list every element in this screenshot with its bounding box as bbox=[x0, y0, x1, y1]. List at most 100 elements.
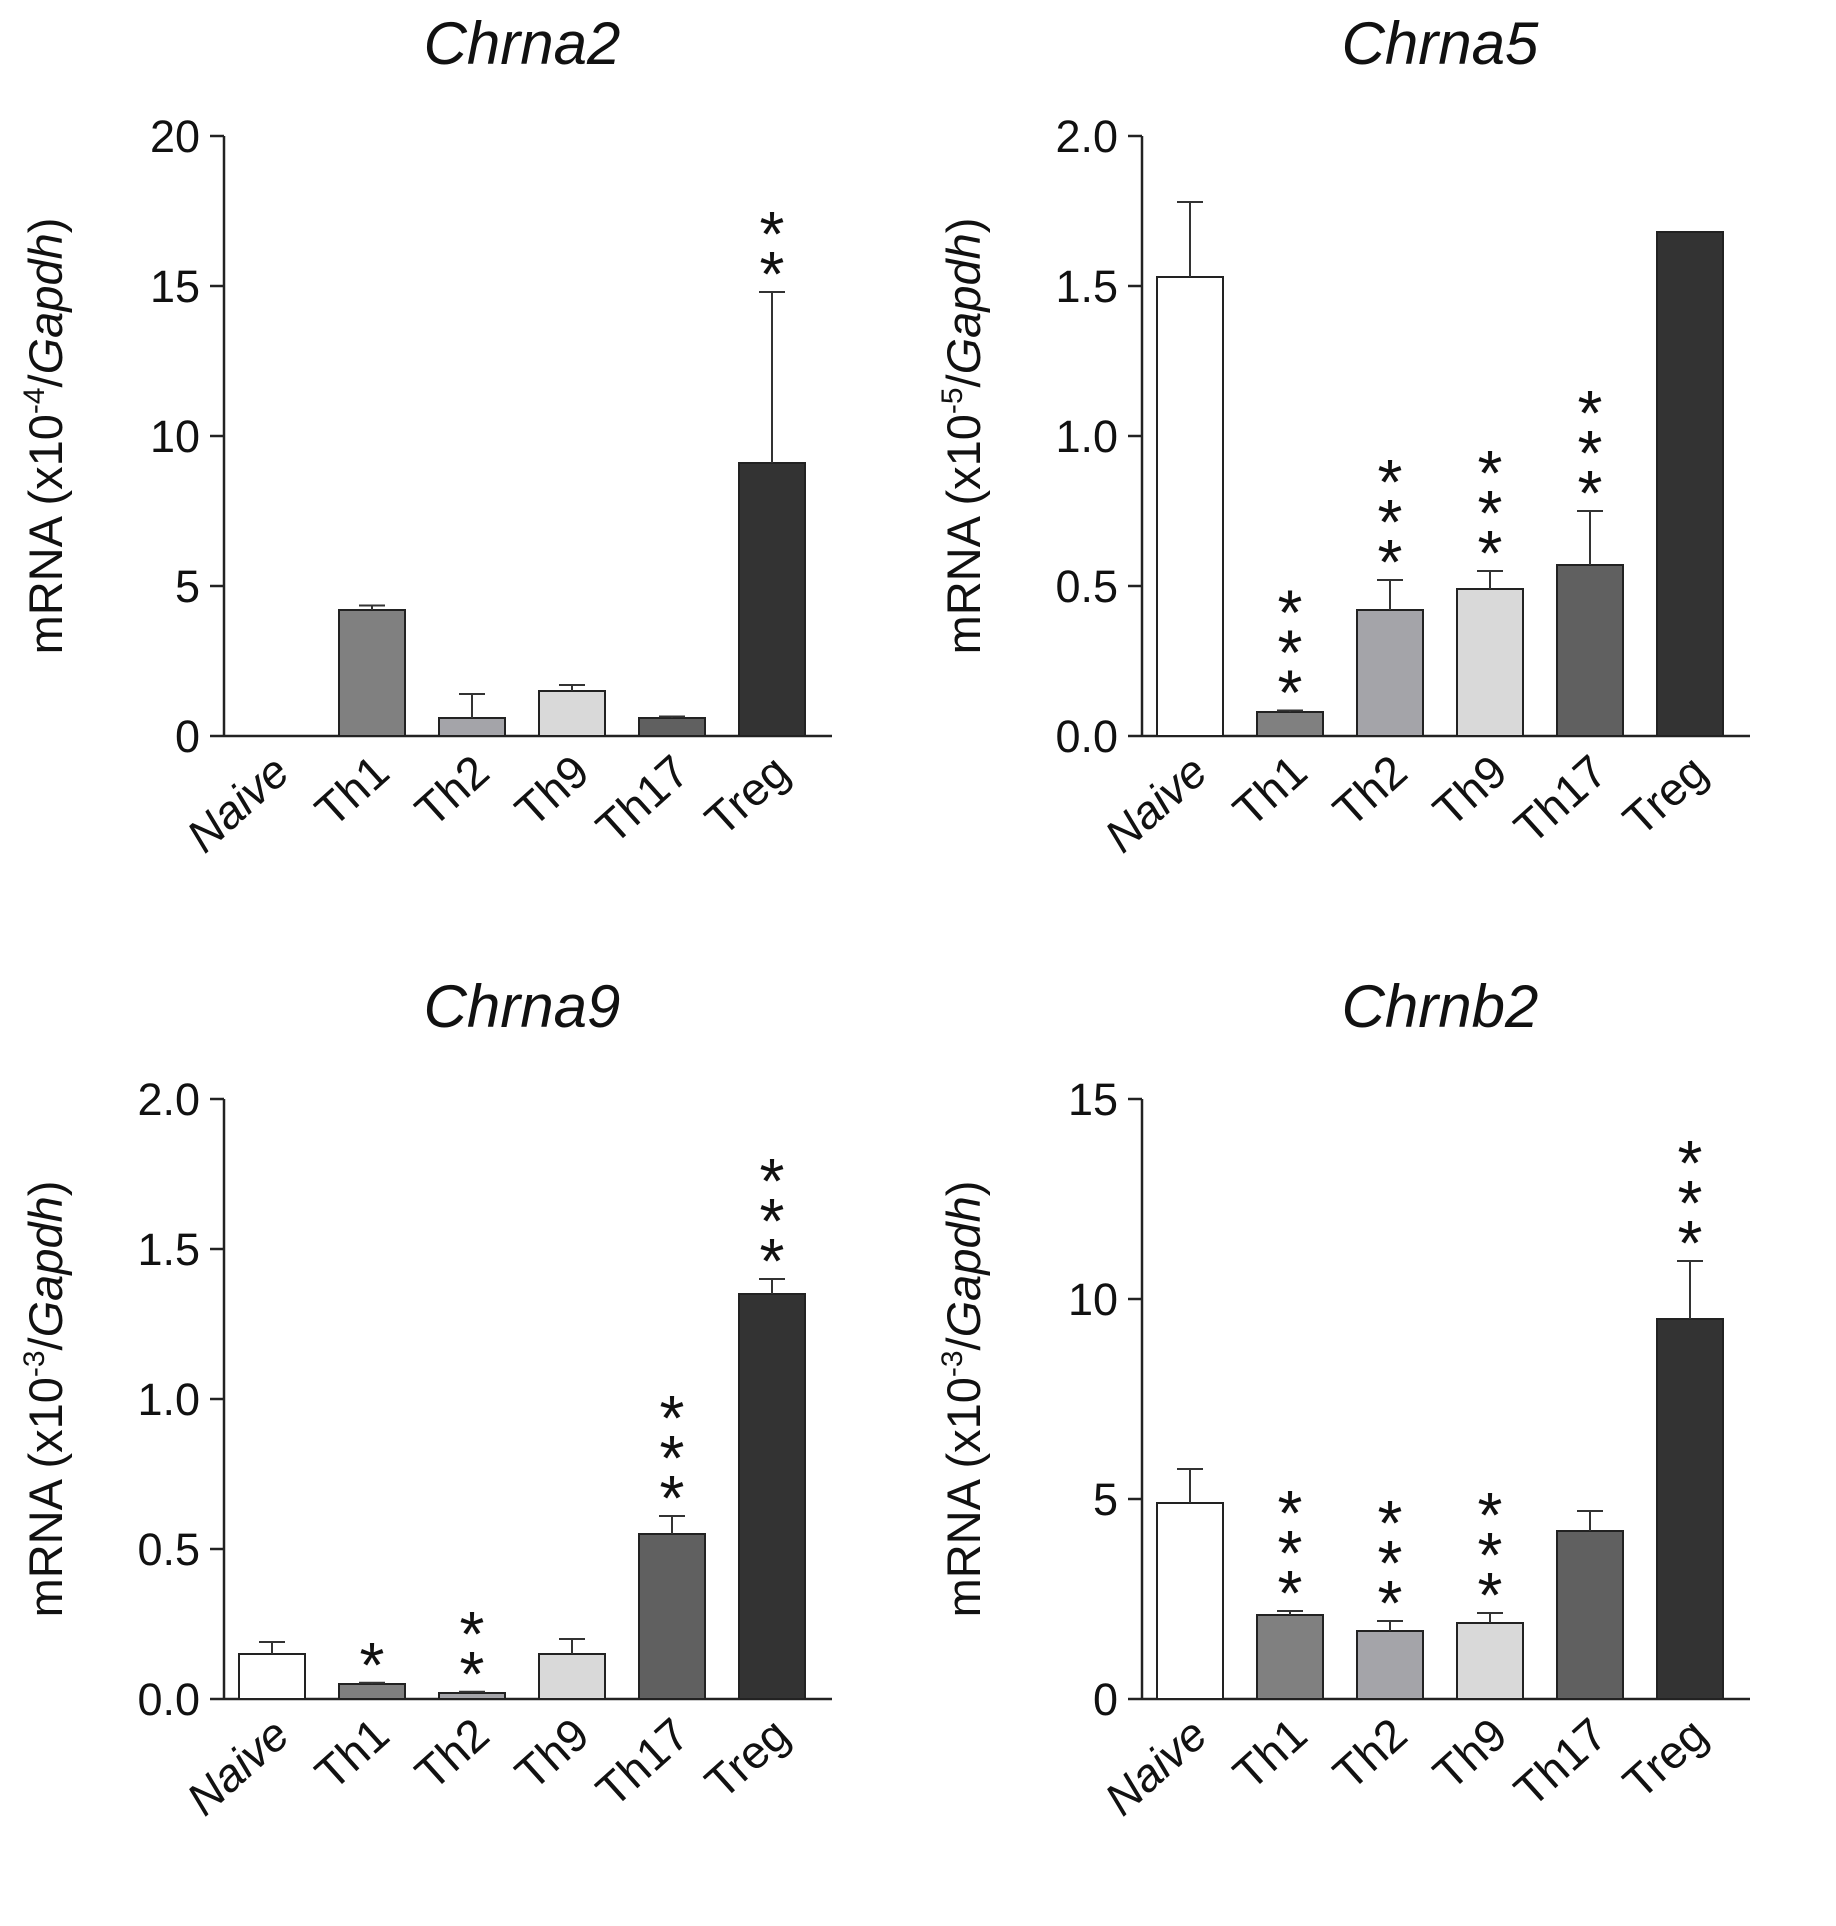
bar-th17 bbox=[638, 1533, 706, 1700]
x-tick-label-naive: Naive bbox=[1094, 745, 1216, 862]
x-tick-label-naive: Naive bbox=[176, 745, 298, 862]
y-axis-label-suffix: ) bbox=[937, 1181, 990, 1197]
significance-treg: * * * bbox=[1678, 1127, 1703, 1279]
y-tick-label: 15 bbox=[150, 261, 200, 312]
bar-th2 bbox=[1356, 609, 1424, 737]
y-tick-label: 10 bbox=[150, 411, 200, 462]
significance-th2: * * bbox=[460, 1598, 485, 1710]
y-tick-label: 5 bbox=[175, 561, 200, 612]
y-tick-label: 1.0 bbox=[137, 1374, 200, 1425]
y-tick-label: 1.0 bbox=[1055, 411, 1118, 462]
bar-treg bbox=[738, 1293, 806, 1700]
x-tick-label-th9: Th9 bbox=[505, 1708, 599, 1800]
y-axis-label-exponent: -4 bbox=[18, 387, 51, 414]
bar-treg bbox=[1656, 1318, 1724, 1700]
significance-th17: * * * bbox=[660, 1382, 685, 1534]
chart-title: Chrna2 bbox=[424, 10, 621, 77]
y-axis-label-prefix: mRNA (x10 bbox=[19, 1377, 72, 1617]
significance-treg: * * bbox=[760, 198, 785, 310]
x-tick-label-th9: Th9 bbox=[1423, 1708, 1517, 1800]
y-tick-label: 0.0 bbox=[1055, 711, 1118, 762]
chart-svg: Chrnb2 mRNA (x10-3/Gapdh) 0 5 10 15 Naive * * * Th… bbox=[936, 973, 1750, 1825]
y-axis-label-gene: Gapdh bbox=[937, 233, 990, 374]
y-axis-label: mRNA (x10-5/Gapdh) bbox=[936, 218, 990, 655]
y-tick-label: 1.5 bbox=[137, 1224, 200, 1275]
x-tick-label-th2: Th2 bbox=[1323, 745, 1417, 837]
significance-treg: * * * bbox=[760, 1145, 785, 1297]
x-tick-label-th1: Th1 bbox=[1223, 1708, 1317, 1800]
y-tick-label: 2.0 bbox=[1055, 111, 1118, 162]
y-axis-label-suffix: ) bbox=[19, 218, 72, 234]
y-tick-label: 10 bbox=[1068, 1274, 1118, 1325]
bar-th9 bbox=[1456, 588, 1524, 737]
x-tick-label-treg: Treg bbox=[695, 745, 799, 846]
bar-naive bbox=[1156, 1502, 1224, 1700]
y-tick-label: 2.0 bbox=[137, 1074, 200, 1125]
y-axis-label-slash: / bbox=[19, 1336, 72, 1350]
x-tick-label-th17: Th17 bbox=[1504, 745, 1617, 854]
y-tick-label: 0 bbox=[1093, 1674, 1118, 1725]
y-axis-label-suffix: ) bbox=[937, 218, 990, 234]
y-axis-label-slash: / bbox=[937, 373, 990, 387]
significance-th2: * * * bbox=[1378, 1487, 1403, 1639]
y-axis-label-exponent: -3 bbox=[18, 1350, 51, 1377]
y-axis-label-gene: Gapdh bbox=[19, 1196, 72, 1337]
x-tick-label-th17: Th17 bbox=[586, 745, 699, 854]
bar-treg bbox=[1656, 231, 1724, 737]
significance-th9: * * * bbox=[1478, 437, 1503, 589]
y-tick-label: 0.0 bbox=[137, 1674, 200, 1725]
bar-th9 bbox=[538, 690, 606, 737]
y-tick-label: 0 bbox=[175, 711, 200, 762]
bar-th9 bbox=[1456, 1622, 1524, 1700]
x-tick-label-treg: Treg bbox=[1613, 1708, 1717, 1809]
x-tick-label-treg: Treg bbox=[695, 1708, 799, 1809]
bar-naive bbox=[1156, 276, 1224, 737]
chart-svg: Chrna5 mRNA (x10-5/Gapdh) 0.0 0.5 1.0 1.5 2.0 N… bbox=[936, 10, 1750, 862]
bar-th1 bbox=[1256, 1614, 1324, 1700]
x-tick-label-th2: Th2 bbox=[405, 745, 499, 837]
y-tick-label: 15 bbox=[1068, 1074, 1118, 1125]
x-tick-label-naive: Naive bbox=[176, 1708, 298, 1825]
y-tick-label: 0.5 bbox=[137, 1524, 200, 1575]
x-tick-label-th17: Th17 bbox=[586, 1708, 699, 1817]
chart-panel-chrna9: Chrna9 mRNA (x10-3/Gapdh) 0.0 0.5 1.0 1.5 2.0 N… bbox=[0, 963, 918, 1926]
y-axis-label-gene: Gapdh bbox=[937, 1196, 990, 1337]
x-tick-label-treg: Treg bbox=[1613, 745, 1717, 846]
significance-th1: * bbox=[360, 1629, 385, 1701]
chart-title: Chrna5 bbox=[1342, 10, 1539, 77]
chart-panel-chrna2: Chrna2 mRNA (x10-4/Gapdh) 0 5 10 15 20 Naive Th1… bbox=[0, 0, 918, 963]
significance-th17: * * * bbox=[1578, 377, 1603, 529]
bar-th1 bbox=[1256, 711, 1324, 737]
y-axis-label-exponent: -5 bbox=[936, 387, 969, 414]
bar-naive bbox=[238, 1653, 306, 1700]
chart-title: Chrna9 bbox=[424, 973, 621, 1040]
bar-th2 bbox=[438, 717, 506, 737]
x-tick-label-th9: Th9 bbox=[1423, 745, 1517, 837]
y-tick-label: 0.5 bbox=[1055, 561, 1118, 612]
y-axis-label-prefix: mRNA (x10 bbox=[937, 414, 990, 654]
y-axis-label-exponent: -3 bbox=[936, 1350, 969, 1377]
x-tick-label-naive: Naive bbox=[1094, 1708, 1216, 1825]
bar-th9 bbox=[538, 1653, 606, 1700]
chart-panel-chrna5: Chrna5 mRNA (x10-5/Gapdh) 0.0 0.5 1.0 1.5 2.0 N… bbox=[918, 0, 1836, 963]
significance-th9: * * * bbox=[1478, 1479, 1503, 1631]
x-tick-label-th9: Th9 bbox=[505, 745, 599, 837]
y-tick-label: 5 bbox=[1093, 1474, 1118, 1525]
y-axis-label: mRNA (x10-3/Gapdh) bbox=[18, 1181, 72, 1618]
x-tick-label-th1: Th1 bbox=[305, 1708, 399, 1800]
bar-th17 bbox=[1556, 1530, 1624, 1700]
significance-th2: * * * bbox=[1378, 446, 1403, 598]
y-axis-label-prefix: mRNA (x10 bbox=[937, 1377, 990, 1617]
y-axis-label-prefix: mRNA (x10 bbox=[19, 414, 72, 654]
y-axis-label-suffix: ) bbox=[19, 1181, 72, 1197]
y-axis-label-slash: / bbox=[19, 373, 72, 387]
y-axis-label-slash: / bbox=[937, 1336, 990, 1350]
x-tick-label-th2: Th2 bbox=[405, 1708, 499, 1800]
y-tick-label: 1.5 bbox=[1055, 261, 1118, 312]
significance-th1: * * * bbox=[1278, 1477, 1303, 1629]
x-tick-label-th1: Th1 bbox=[1223, 745, 1317, 837]
significance-th1: * * * bbox=[1278, 577, 1303, 729]
bar-th17 bbox=[1556, 564, 1624, 737]
y-tick-label: 20 bbox=[150, 111, 200, 162]
